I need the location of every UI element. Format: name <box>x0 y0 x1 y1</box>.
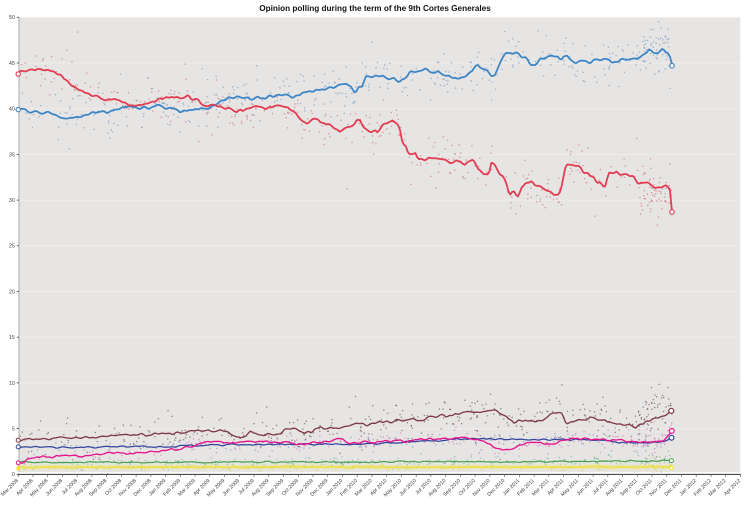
svg-text:10: 10 <box>9 381 15 387</box>
svg-text:30: 30 <box>9 198 15 204</box>
svg-text:25: 25 <box>9 244 15 250</box>
svg-text:40: 40 <box>9 107 15 113</box>
svg-text:Opinion polling during the ter: Opinion polling during the term of the 9… <box>259 4 491 13</box>
svg-text:5: 5 <box>12 427 15 433</box>
svg-text:0: 0 <box>12 472 15 478</box>
svg-text:20: 20 <box>9 289 15 295</box>
svg-text:45: 45 <box>9 61 15 67</box>
svg-text:15: 15 <box>9 335 15 341</box>
svg-text:35: 35 <box>9 152 15 158</box>
svg-text:50: 50 <box>9 15 15 21</box>
